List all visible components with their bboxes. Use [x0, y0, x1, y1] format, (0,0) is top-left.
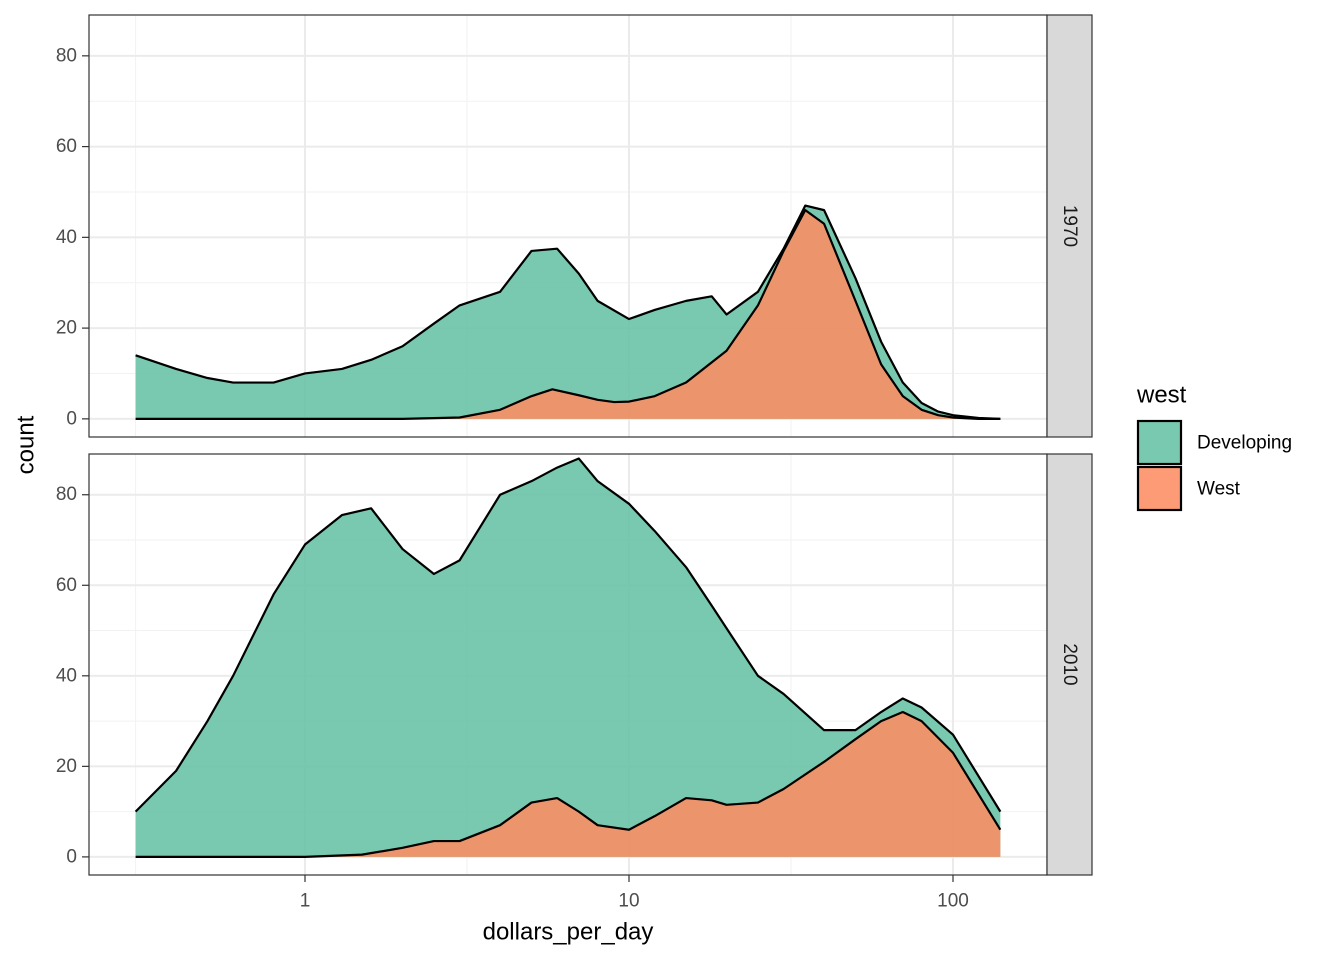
y-tick-label: 20 [56, 318, 77, 339]
y-tick-label: 0 [66, 408, 77, 429]
facet-strip-label: 2010 [1059, 643, 1080, 685]
legend-label: West [1197, 479, 1241, 500]
y-tick-label: 0 [66, 846, 77, 867]
developing-outline [135, 204, 1001, 420]
developing-outline [134, 457, 1002, 813]
y-tick-label: 20 [56, 756, 77, 777]
y-tick-label: 60 [56, 136, 77, 157]
facet-strip [1046, 14, 1093, 438]
y-tick-label: 80 [56, 484, 77, 505]
y-tick-label: 40 [56, 665, 77, 686]
x-tick-label: 1 [300, 891, 311, 912]
west-area [135, 210, 1001, 419]
west-outline [135, 710, 1002, 858]
x-axis-title: dollars_per_day [483, 919, 654, 946]
facet-strip-label: 1970 [1059, 205, 1080, 247]
facet-strip [1046, 453, 1093, 876]
y-axis-title: count [13, 415, 40, 474]
legend-key-developing [1136, 419, 1183, 466]
x-tick-label: 10 [618, 891, 639, 912]
legend-key-west [1136, 465, 1183, 512]
west-outline [135, 209, 1001, 420]
legend-label: Developing [1197, 433, 1292, 454]
west-area [135, 712, 1001, 857]
y-tick-label: 60 [56, 575, 77, 596]
developing-area [135, 458, 1001, 857]
y-tick-label: 40 [56, 227, 77, 248]
x-tick-label: 100 [937, 891, 969, 912]
legend-title: west [1136, 382, 1187, 409]
y-tick-label: 80 [56, 45, 77, 66]
